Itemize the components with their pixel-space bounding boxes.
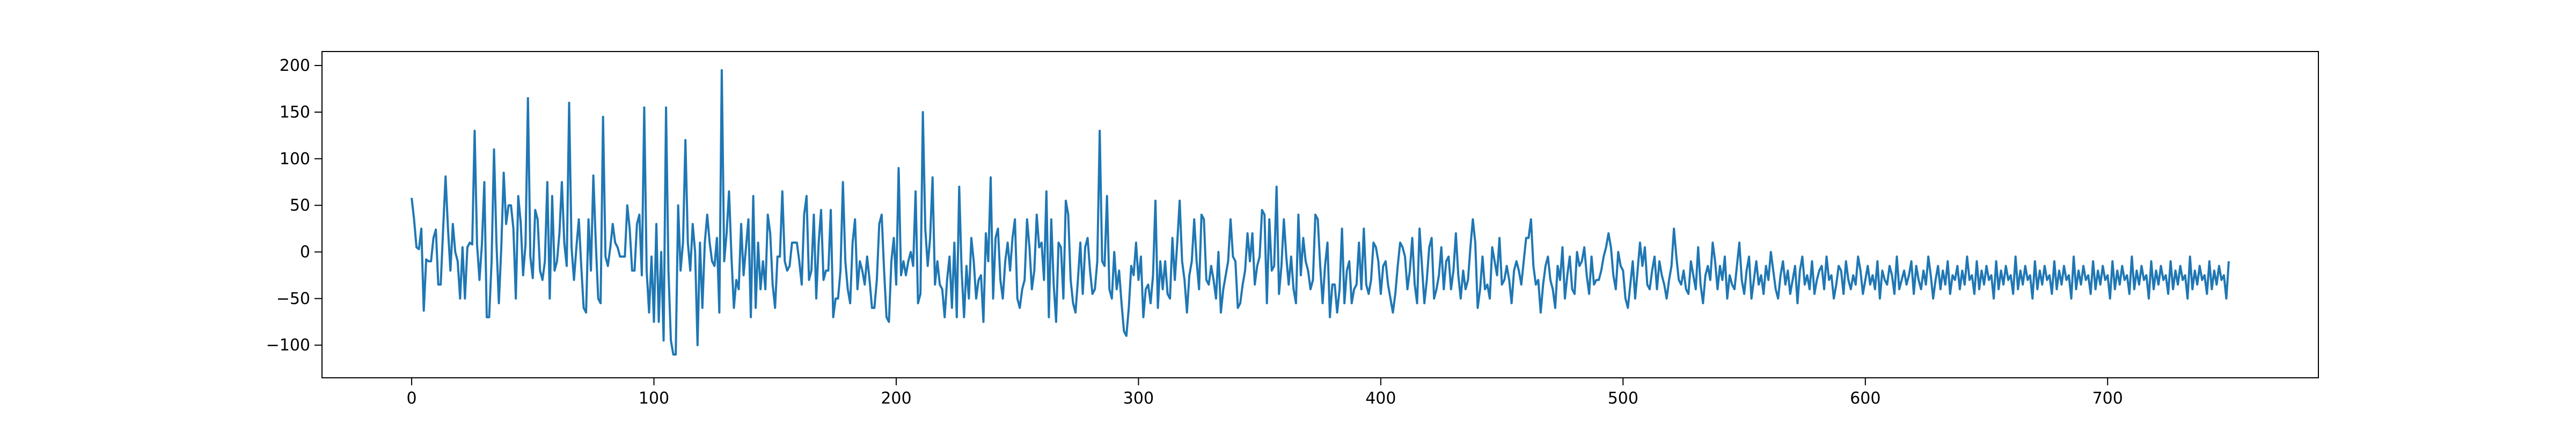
- x-axis: 0 100 200 300 400 500 600 700: [406, 378, 2123, 408]
- x-tick-label: 400: [1365, 389, 1396, 408]
- y-tick-label: 50: [290, 196, 310, 215]
- x-tick-label: 300: [1123, 389, 1154, 408]
- plot-area: [411, 69, 2230, 356]
- y-tick-label: 0: [300, 243, 310, 261]
- y-tick-label: 100: [280, 150, 310, 169]
- x-tick-label: 700: [2092, 389, 2123, 408]
- series-line-0: [411, 69, 2230, 356]
- y-axis: −100 −50 0 50 100 150 200: [266, 56, 322, 355]
- y-tick-label: 200: [280, 56, 310, 75]
- x-tick-label: 500: [1608, 389, 1638, 408]
- axes-frame: [321, 51, 2319, 378]
- x-tick-label: 200: [881, 389, 911, 408]
- y-tick-label: −100: [266, 336, 310, 355]
- x-tick-label: 600: [1850, 389, 1880, 408]
- y-tick-label: −50: [276, 289, 310, 308]
- x-tick-label: 0: [406, 389, 416, 408]
- x-tick-label: 100: [639, 389, 669, 408]
- y-tick-label: 150: [280, 103, 310, 122]
